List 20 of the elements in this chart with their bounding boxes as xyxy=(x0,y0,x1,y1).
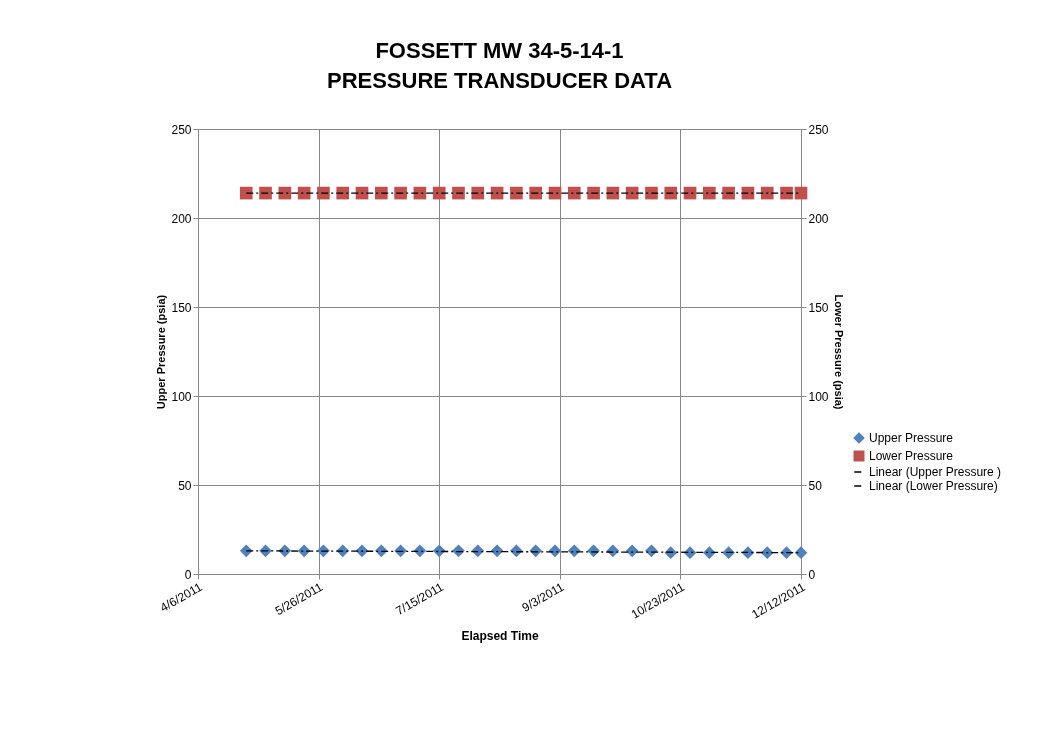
y2-tick-label: 250 xyxy=(808,122,829,137)
y2-tick-label: 0 xyxy=(808,567,816,582)
y-tick-label: 50 xyxy=(178,478,192,493)
y-tick-label: 150 xyxy=(171,300,192,315)
y-tick-label: 0 xyxy=(184,567,192,582)
legend-label: Linear (Lower Pressure) xyxy=(869,479,998,493)
y2-tick-label: 100 xyxy=(808,389,829,404)
y2-tick-label: 200 xyxy=(808,211,829,226)
legend-label: Upper Pressure xyxy=(869,431,954,445)
y-tick-label: 100 xyxy=(171,389,192,404)
y2-axis-title: Lower Pressure (psia) xyxy=(832,294,845,410)
y2-tick-label: 150 xyxy=(808,300,829,315)
y2-tick-label: 50 xyxy=(808,478,823,493)
legend-label: Linear (Upper Pressure ) xyxy=(869,465,1002,479)
x-axis-title: Elapsed Time xyxy=(461,628,539,643)
legend-label: Lower Pressure xyxy=(869,449,954,463)
chart-title: FOSSETT MW 34-5-14-1 PRESSURE TRANSDUCER DATA xyxy=(326,38,673,93)
y-axis-title: Upper Pressure (psia) xyxy=(155,294,168,410)
y-tick-label: 250 xyxy=(171,122,192,137)
y-tick-label: 200 xyxy=(171,211,192,226)
